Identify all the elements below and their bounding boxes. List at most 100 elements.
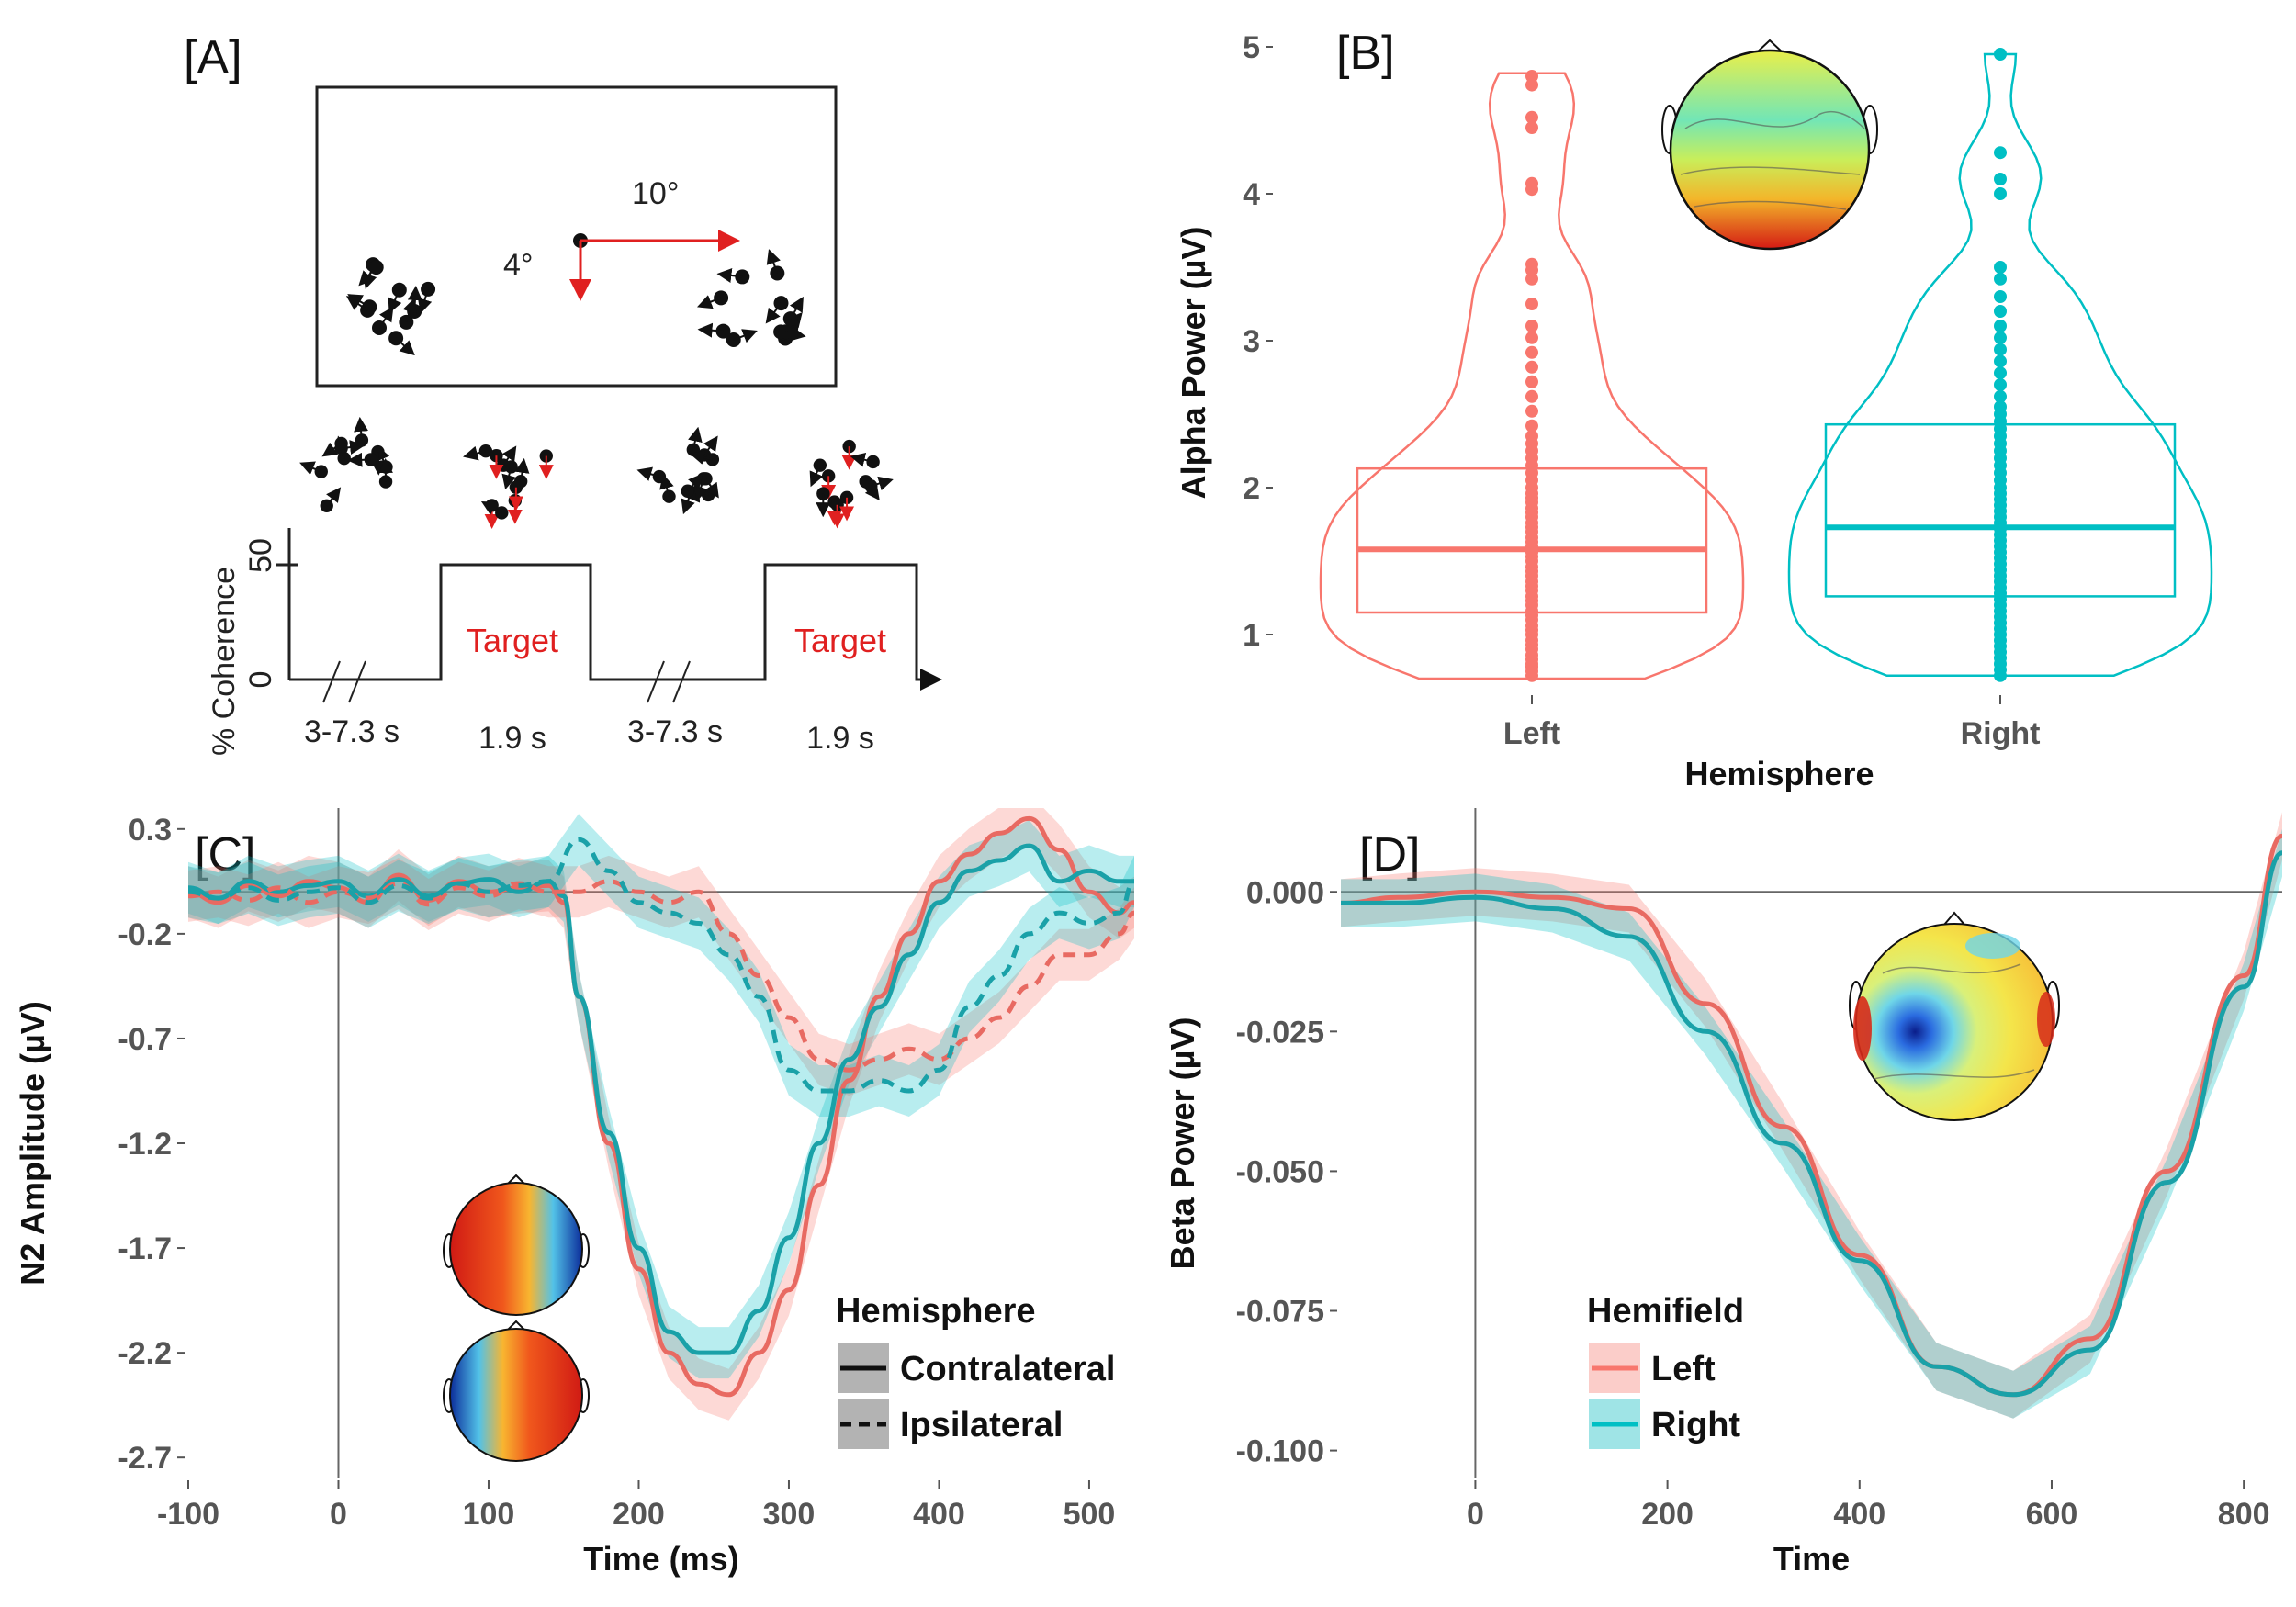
motion-arrow [501, 445, 517, 466]
panel-c: [C] 0.3 -0.2 -0.7 -1.2 -1.7 -2.2 -2.7 -100 0 100 2… [14, 808, 1134, 1578]
ci-band-left-contralateral [188, 808, 1134, 1421]
legend-label-contralateral: Contralateral [900, 1350, 1115, 1388]
coherence-tick-0-label: 0 [243, 671, 278, 689]
y-axis-title: N2 Amplitude (µV) [14, 1001, 51, 1285]
x-axis-title: Hemisphere [1684, 755, 1874, 792]
data-point [1525, 389, 1538, 403]
data-point [1525, 360, 1538, 374]
y-axis-title: Alpha Power (µV) [1175, 227, 1212, 500]
data-point [1525, 404, 1538, 418]
panel-d-label: [D] [1359, 828, 1420, 882]
data-point [1994, 389, 2007, 403]
data-point [1525, 176, 1538, 190]
y-tick-label: -0.7 [118, 1022, 172, 1057]
panel-c-legend: Hemisphere Contralateral Ipsilateral [836, 1292, 1115, 1449]
panel-b-axes: 1 2 3 4 5 Left Right Hemisphere Alpha Power (µV) [1175, 30, 2040, 792]
stimulus-screen [315, 85, 838, 388]
panel-a: [A] 10° 4° 50 0 % Coherence Target Targe… [184, 31, 942, 756]
radius-label: 4° [503, 248, 534, 283]
panel-c-axes: 0.3 -0.2 -0.7 -1.2 -1.7 -2.2 -2.7 -100 0 100 200 30… [14, 813, 1115, 1578]
break-mark [322, 660, 341, 703]
data-point [1525, 298, 1538, 310]
line-right-ipsilateral [188, 837, 1134, 1094]
ci-band-right [1341, 828, 2282, 1419]
motion-arrow [809, 465, 824, 488]
y-tick-label: -0.2 [118, 917, 172, 952]
data-point [1994, 320, 2007, 332]
x-tick-label: 300 [763, 1497, 816, 1532]
motion-arrow [766, 249, 781, 274]
y-tick-label: -0.025 [1236, 1015, 1324, 1050]
duration-label-2: 1.9 s [478, 721, 546, 756]
motion-arrow [407, 285, 422, 312]
data-point [1525, 257, 1538, 271]
data-point [1525, 272, 1538, 286]
ci-band-left-ipsilateral [188, 855, 1134, 1096]
motion-arrow [514, 457, 530, 482]
data-point [1994, 187, 2007, 200]
motion-arrow [354, 416, 369, 441]
motion-arrow [690, 450, 714, 465]
x-tick-label: 600 [2026, 1497, 2078, 1532]
motion-arrow [686, 473, 703, 492]
motion-arrow [299, 461, 322, 476]
x-tick-label: -100 [157, 1497, 219, 1532]
motion-arrow [704, 478, 719, 499]
panel-b: [B] 1 2 3 4 5 Left Right Hemisphere Alpha Power … [1175, 27, 2213, 792]
break-mark [672, 660, 691, 703]
data-point [1994, 343, 2007, 356]
data-point [1994, 378, 2007, 391]
motion-arrow [703, 435, 718, 456]
x-tick-label: 200 [613, 1497, 665, 1532]
break-mark [348, 660, 366, 703]
motion-arrow [370, 452, 386, 476]
x-axis-title: Time [1773, 1540, 1850, 1578]
motion-arrow [402, 298, 417, 323]
break-mark [647, 660, 665, 703]
line-right [1341, 850, 2282, 1398]
x-tick-label: 0 [1467, 1497, 1484, 1532]
panel-d: [D] 0.000 -0.025 -0.050 -0.075 -0.100 0 200 400… [1164, 808, 2282, 1578]
motion-arrow [864, 480, 880, 501]
data-point [1525, 331, 1538, 344]
data-point [1525, 419, 1538, 433]
data-point [1994, 354, 2007, 368]
y-tick-label: -2.7 [118, 1441, 172, 1476]
data-point [1994, 331, 2007, 344]
target-label-1: Target [467, 622, 558, 659]
panel-d-axes: 0.000 -0.025 -0.050 -0.075 -0.100 0 200 400 600 8… [1164, 875, 2270, 1578]
beta-topomap [1849, 911, 2060, 1121]
distance-label: 10° [632, 176, 679, 211]
data-point [1525, 430, 1538, 443]
y-tick-label: 5 [1243, 30, 1260, 65]
motion-arrow [716, 268, 743, 283]
panel-d-marks [1341, 808, 2282, 1478]
y-tick-label: 1 [1243, 618, 1260, 653]
legend-label-right: Right [1651, 1406, 1740, 1444]
x-axis-title: Time (ms) [583, 1540, 738, 1578]
x-tick-label: Left [1503, 716, 1560, 751]
y-tick-label: 0.000 [1246, 875, 1324, 910]
motion-arrow [789, 296, 804, 320]
x-tick-label: 200 [1641, 1497, 1694, 1532]
panel-b-label: [B] [1336, 27, 1395, 80]
y-tick-label: -0.075 [1236, 1295, 1324, 1330]
x-tick-label: 500 [1064, 1497, 1116, 1532]
duration-label-1: 3-7.3 s [304, 714, 400, 749]
motion-arrow [358, 266, 377, 287]
y-tick-label: 0.3 [129, 813, 172, 848]
motion-arrow [765, 302, 782, 324]
x-tick-label: Right [1961, 716, 2041, 751]
data-point [1525, 375, 1538, 388]
x-tick-label: 400 [1833, 1497, 1885, 1532]
x-tick-label: 100 [463, 1497, 515, 1532]
data-point [1525, 78, 1538, 92]
y-tick-label: 4 [1243, 177, 1260, 212]
duration-label-4: 1.9 s [806, 721, 874, 756]
legend-label-left: Left [1651, 1350, 1716, 1388]
violin-right [1787, 52, 2213, 678]
legend-label-ipsilateral: Ipsilateral [900, 1406, 1063, 1444]
panel-c-label: [C] [195, 828, 255, 882]
data-point [1525, 345, 1538, 359]
legend-title: Hemifield [1587, 1292, 1744, 1331]
